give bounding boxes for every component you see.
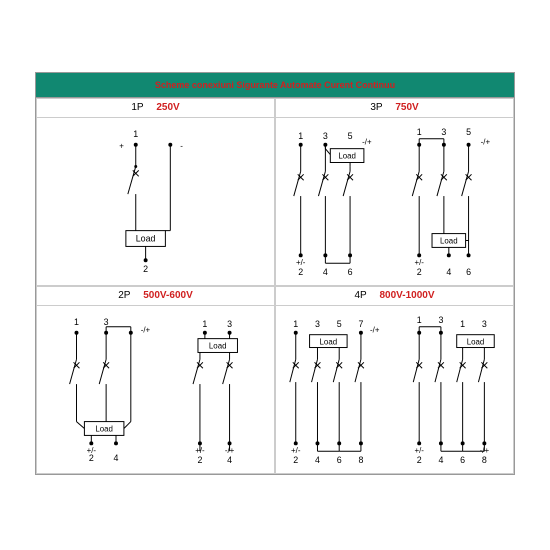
svg-text:+/-: +/- bbox=[291, 446, 301, 455]
svg-text:2: 2 bbox=[143, 264, 148, 274]
svg-text:2: 2 bbox=[417, 267, 422, 277]
svg-text:3: 3 bbox=[441, 127, 446, 137]
svg-text:-/+: -/+ bbox=[362, 138, 372, 147]
label-4p: 4P bbox=[354, 290, 366, 301]
cell-1p: 1P 250V Load bbox=[36, 98, 275, 286]
svg-text:6: 6 bbox=[466, 267, 471, 277]
svg-text:3: 3 bbox=[315, 319, 320, 329]
svg-text:Load: Load bbox=[209, 342, 227, 351]
svg-text:5: 5 bbox=[348, 131, 353, 141]
svg-text:-/+: -/+ bbox=[481, 138, 491, 147]
svg-text:+/-: +/- bbox=[296, 258, 306, 267]
svg-text:Load: Load bbox=[467, 338, 485, 347]
svg-text:3: 3 bbox=[104, 317, 109, 327]
voltage-4p: 800V-1000V bbox=[379, 290, 434, 301]
svg-text:7: 7 bbox=[358, 319, 363, 329]
svg-text:1: 1 bbox=[74, 317, 79, 327]
label-1p: 1P bbox=[131, 102, 143, 113]
svg-text:Load: Load bbox=[440, 236, 458, 245]
svg-text:+/-: +/- bbox=[195, 446, 205, 455]
svg-text:1: 1 bbox=[417, 127, 422, 137]
svg-text:1: 1 bbox=[133, 129, 138, 139]
svg-text:+/-: +/- bbox=[414, 446, 424, 455]
diagram-4p: Load 1 3 5 7 2 4 6 8 +/- bbox=[276, 305, 513, 473]
svg-text:-: - bbox=[180, 142, 183, 151]
svg-text:3: 3 bbox=[227, 319, 232, 329]
svg-text:1: 1 bbox=[293, 319, 298, 329]
voltage-2p: 500V-600V bbox=[143, 290, 193, 301]
cell-4p: 4P 800V-1000V bbox=[275, 286, 514, 474]
svg-text:2: 2 bbox=[417, 455, 422, 465]
svg-text:-/+: -/+ bbox=[480, 446, 490, 455]
svg-text:-/+: -/+ bbox=[225, 446, 235, 455]
page: Scheme conexiuni Sigurante Automate Cure… bbox=[0, 0, 550, 550]
svg-text:+: + bbox=[119, 142, 124, 151]
svg-text:3: 3 bbox=[323, 131, 328, 141]
label-3p: 3P bbox=[370, 102, 382, 113]
svg-text:Load: Load bbox=[338, 152, 356, 161]
voltage-3p: 750V bbox=[395, 102, 418, 113]
cell-1p-header: 1P 250V bbox=[37, 99, 274, 118]
svg-text:+/-: +/- bbox=[414, 258, 424, 267]
svg-text:2: 2 bbox=[293, 455, 298, 465]
voltage-1p: 250V bbox=[156, 102, 179, 113]
svg-text:6: 6 bbox=[348, 267, 353, 277]
svg-text:-/+: -/+ bbox=[370, 326, 380, 335]
cell-2p-header: 2P 500V-600V bbox=[37, 287, 274, 306]
cell-3p-header: 3P 750V bbox=[276, 99, 513, 118]
svg-text:3: 3 bbox=[438, 315, 443, 325]
svg-text:8: 8 bbox=[482, 455, 487, 465]
svg-text:1: 1 bbox=[460, 319, 465, 329]
svg-text:1: 1 bbox=[417, 315, 422, 325]
banner-text: Scheme conexiuni Sigurante Automate Cure… bbox=[155, 80, 395, 90]
svg-text:5: 5 bbox=[466, 127, 471, 137]
cell-4p-header: 4P 800V-1000V bbox=[276, 287, 513, 306]
label-2p: 2P bbox=[118, 290, 130, 301]
svg-text:3: 3 bbox=[482, 319, 487, 329]
svg-text:6: 6 bbox=[460, 455, 465, 465]
svg-text:1: 1 bbox=[202, 319, 207, 329]
svg-text:8: 8 bbox=[358, 455, 363, 465]
svg-text:6: 6 bbox=[337, 455, 342, 465]
svg-text:Load: Load bbox=[95, 424, 113, 433]
svg-text:5: 5 bbox=[337, 319, 342, 329]
svg-text:1: 1 bbox=[298, 131, 303, 141]
svg-text:4: 4 bbox=[438, 455, 443, 465]
diagram-grid: 1P 250V Load bbox=[35, 97, 515, 475]
svg-text:Load: Load bbox=[320, 338, 338, 347]
banner: Scheme conexiuni Sigurante Automate Cure… bbox=[35, 72, 515, 98]
svg-text:Load: Load bbox=[136, 233, 156, 243]
svg-text:2: 2 bbox=[197, 455, 202, 465]
diagram-2p: Load 1 3 -/+ 2 4 +/- bbox=[37, 305, 274, 473]
cell-2p: 2P 500V-600V bbox=[36, 286, 275, 474]
svg-text:2: 2 bbox=[298, 267, 303, 277]
cell-3p: 3P 750V bbox=[275, 98, 514, 286]
svg-text:-/+: -/+ bbox=[141, 326, 151, 335]
svg-text:+/-: +/- bbox=[87, 446, 97, 455]
svg-text:4: 4 bbox=[446, 267, 451, 277]
svg-text:4: 4 bbox=[323, 267, 328, 277]
svg-text:4: 4 bbox=[114, 453, 119, 463]
diagram-3p: Load 1 3 5 2 4 6 +/- -/+ bbox=[276, 117, 513, 285]
svg-text:4: 4 bbox=[315, 455, 320, 465]
diagram-1p: Load 1 2 + - bbox=[37, 117, 274, 285]
svg-text:4: 4 bbox=[227, 455, 232, 465]
